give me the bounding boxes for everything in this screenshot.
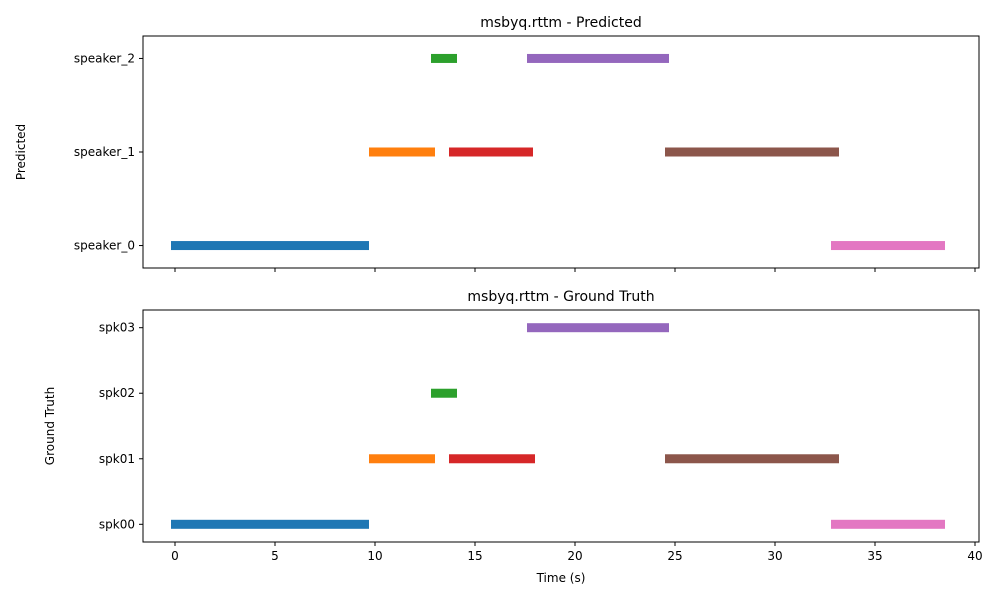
y-axis-label: Ground Truth — [43, 387, 57, 465]
x-tick-label-25: 25 — [667, 549, 682, 563]
y-tick-label-spk02: spk02 — [99, 386, 135, 400]
x-tick-label-20: 20 — [567, 549, 582, 563]
ground-truth-panel: msbyq.rttm - Ground Truth Ground Truth spk… — [43, 289, 983, 585]
segment-spk00-6 — [831, 519, 945, 529]
x-tick-label-15: 15 — [467, 549, 482, 563]
segment-spk01-3 — [449, 454, 535, 464]
y-tick-label-spk01: spk01 — [99, 452, 135, 466]
segment-speaker-1-5 — [665, 147, 839, 157]
y-tick-label-spk00: spk00 — [99, 517, 135, 531]
x-tick-label-10: 10 — [367, 549, 382, 563]
y-tick-label-speaker-0: speaker_0 — [74, 239, 135, 253]
segment-speaker-1-1 — [369, 147, 435, 157]
segment-spk01-5 — [665, 454, 839, 464]
segment-spk02-2 — [431, 388, 457, 398]
segment-speaker-0-6 — [831, 241, 945, 251]
segment-spk01-1 — [369, 454, 435, 464]
y-tick-label-spk03: spk03 — [99, 321, 135, 335]
x-tick-label-40: 40 — [967, 549, 982, 563]
y-tick-label-speaker-2: speaker_2 — [74, 51, 135, 65]
chart-title: msbyq.rttm - Predicted — [480, 15, 642, 31]
y-tick-label-speaker-1: speaker_1 — [74, 145, 135, 159]
x-tick-label-35: 35 — [867, 549, 882, 563]
predicted-panel: msbyq.rttm - Predicted Predicted speaker_0… — [14, 15, 980, 272]
x-axis-label: Time (s) — [536, 571, 586, 585]
x-tick-label-0: 0 — [171, 549, 179, 563]
segment-speaker-2-4 — [527, 53, 669, 63]
segment-speaker-0-0 — [171, 241, 369, 251]
x-tick-label-30: 30 — [767, 549, 782, 563]
x-tick-label-5: 5 — [271, 549, 279, 563]
chart-title: msbyq.rttm - Ground Truth — [467, 289, 654, 305]
segment-spk03-4 — [527, 323, 669, 333]
y-axis-label: Predicted — [14, 124, 28, 180]
segment-spk00-0 — [171, 519, 369, 529]
segment-speaker-2-2 — [431, 53, 457, 63]
axes-frame — [142, 309, 980, 543]
segment-speaker-1-3 — [449, 147, 533, 157]
